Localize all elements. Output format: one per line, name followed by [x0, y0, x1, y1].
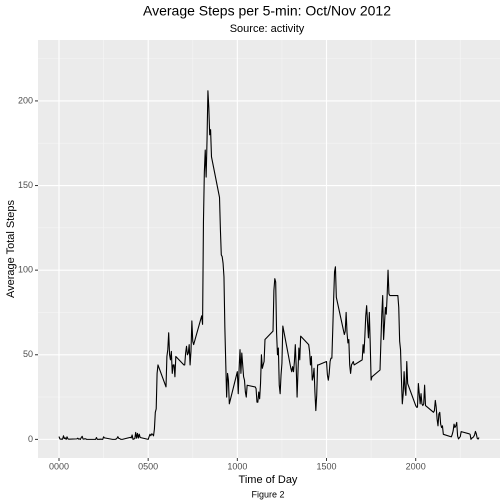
x-tick-label: 1500: [317, 461, 337, 471]
x-tick-label: 1000: [227, 461, 247, 471]
y-axis-label: Average Total Steps: [5, 199, 17, 298]
y-tick-label: 100: [18, 265, 33, 275]
chart-title: Average Steps per 5-min: Oct/Nov 2012: [143, 3, 391, 19]
y-tick-label: 150: [18, 180, 33, 190]
y-tick-label: 50: [23, 349, 33, 359]
panel: [38, 40, 500, 458]
x-tick-label: 2000: [406, 461, 426, 471]
x-tick-label: 0500: [138, 461, 158, 471]
chart-subtitle: Source: activity: [230, 23, 305, 35]
y-tick-label: 200: [18, 95, 33, 105]
x-tick-label: 0000: [49, 461, 69, 471]
x-axis-label: Time of Day: [239, 474, 298, 486]
y-tick-label: 0: [28, 434, 33, 444]
line: [58, 90, 480, 440]
caption: Figure 2: [251, 489, 284, 499]
